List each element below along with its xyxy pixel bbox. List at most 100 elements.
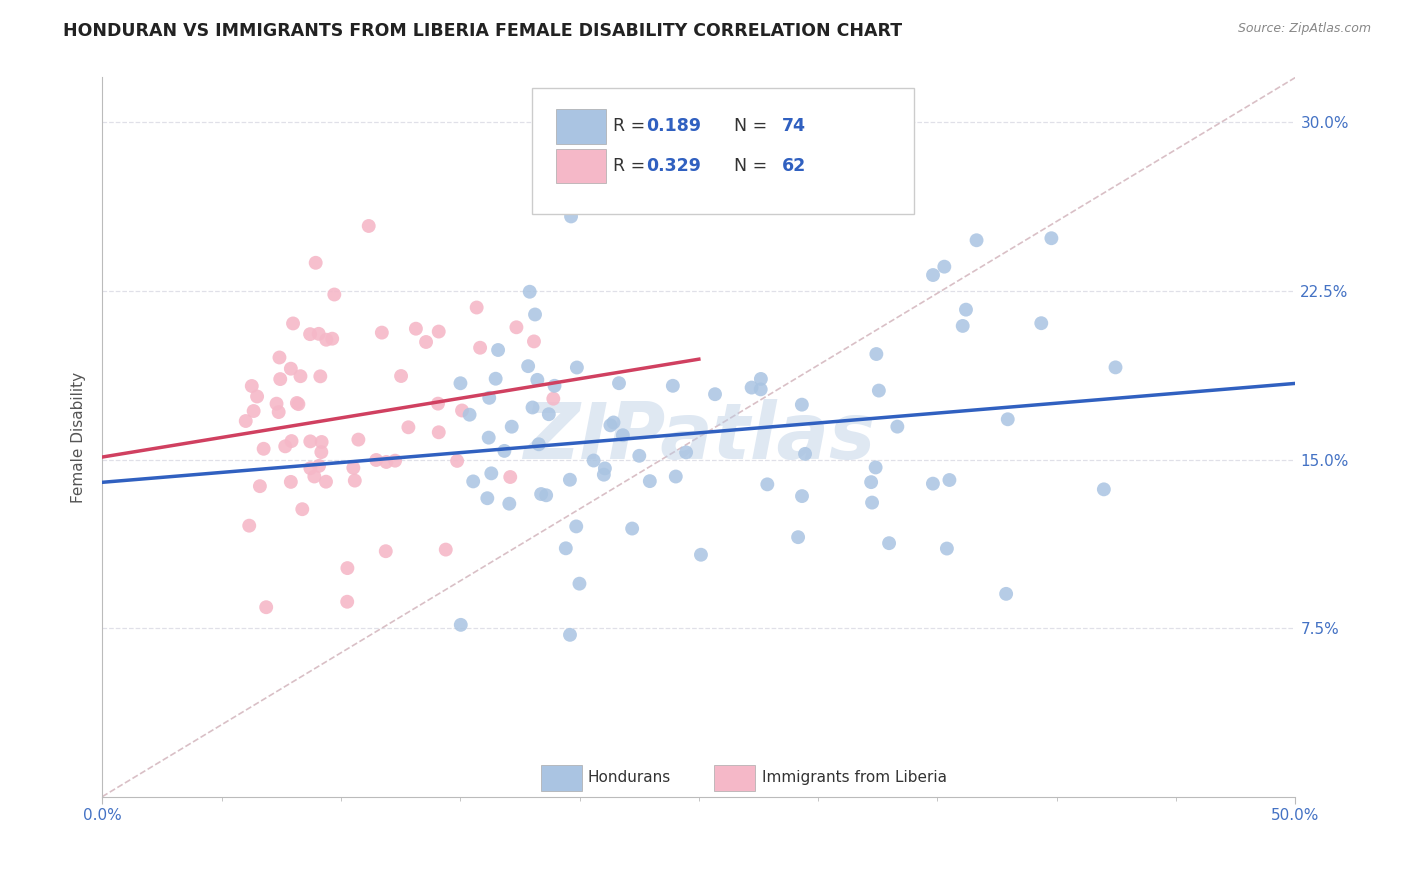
Point: [498, 497, 520, 511]
Point: [240, 379, 263, 393]
Point: [342, 460, 364, 475]
Point: [860, 475, 883, 490]
Point: [790, 489, 813, 503]
Point: [741, 381, 763, 395]
Point: [427, 325, 450, 339]
Point: [315, 333, 337, 347]
Text: HONDURAN VS IMMIGRANTS FROM LIBERIA FEMALE DISABILITY CORRELATION CHART: HONDURAN VS IMMIGRANTS FROM LIBERIA FEMA…: [63, 22, 903, 40]
Point: [389, 369, 412, 384]
Point: [955, 302, 977, 317]
Point: [274, 439, 297, 453]
Point: [607, 376, 630, 391]
FancyBboxPatch shape: [555, 149, 606, 183]
Point: [449, 376, 471, 391]
Point: [254, 600, 277, 615]
Point: [323, 287, 346, 301]
Point: [1040, 231, 1063, 245]
Point: [280, 361, 302, 376]
Point: [935, 541, 957, 556]
Point: [434, 542, 457, 557]
Point: [534, 488, 557, 502]
Point: [486, 343, 509, 357]
Text: ZIPatlas: ZIPatlas: [523, 399, 875, 475]
Point: [336, 595, 359, 609]
Point: [357, 219, 380, 233]
Point: [266, 397, 288, 411]
Point: [249, 479, 271, 493]
Point: [235, 414, 257, 428]
Point: [468, 341, 491, 355]
Point: [269, 372, 291, 386]
Point: [749, 372, 772, 386]
Point: [280, 434, 302, 448]
Point: [374, 544, 396, 558]
Point: [612, 428, 634, 442]
Point: [309, 369, 332, 384]
Text: 0.329: 0.329: [647, 157, 702, 175]
Point: [315, 475, 337, 489]
Text: Hondurans: Hondurans: [588, 771, 671, 786]
Point: [501, 419, 523, 434]
Point: [371, 326, 394, 340]
Text: N =: N =: [723, 157, 772, 175]
Point: [522, 401, 544, 415]
Point: [505, 320, 527, 334]
Point: [321, 332, 343, 346]
Point: [524, 308, 547, 322]
Point: [560, 210, 582, 224]
Text: R =: R =: [613, 157, 651, 175]
Point: [787, 530, 810, 544]
Point: [446, 454, 468, 468]
Point: [704, 387, 727, 401]
Point: [868, 384, 890, 398]
Point: [621, 522, 644, 536]
Point: [599, 418, 621, 433]
Point: [1031, 316, 1053, 330]
Point: [519, 285, 541, 299]
Point: [530, 487, 553, 501]
Point: [527, 437, 550, 451]
FancyBboxPatch shape: [555, 109, 606, 144]
Point: [267, 405, 290, 419]
Point: [287, 397, 309, 411]
Point: [756, 477, 779, 491]
Point: [543, 392, 565, 406]
Point: [290, 369, 312, 384]
Point: [1104, 360, 1126, 375]
Point: [308, 458, 330, 473]
Point: [638, 474, 661, 488]
Point: [269, 351, 291, 365]
Point: [375, 455, 398, 469]
Point: [558, 628, 581, 642]
Text: Source: ZipAtlas.com: Source: ZipAtlas.com: [1237, 22, 1371, 36]
Point: [602, 416, 624, 430]
Point: [415, 334, 437, 349]
Point: [427, 425, 450, 440]
Point: [465, 301, 488, 315]
Point: [523, 334, 546, 349]
Text: N =: N =: [723, 118, 772, 136]
Point: [478, 391, 501, 405]
Point: [499, 470, 522, 484]
Point: [865, 347, 887, 361]
Point: [299, 434, 322, 449]
Point: [543, 379, 565, 393]
Point: [662, 379, 685, 393]
Point: [582, 453, 605, 467]
Point: [934, 260, 956, 274]
Y-axis label: Female Disability: Female Disability: [72, 371, 86, 502]
FancyBboxPatch shape: [714, 765, 755, 791]
Point: [477, 491, 499, 506]
Point: [458, 408, 481, 422]
Point: [451, 403, 474, 417]
Point: [922, 268, 945, 282]
Point: [246, 389, 269, 403]
Point: [517, 359, 540, 373]
Point: [238, 518, 260, 533]
Point: [305, 256, 328, 270]
Point: [242, 404, 264, 418]
Point: [299, 461, 322, 475]
Point: [450, 618, 472, 632]
Point: [565, 519, 588, 533]
Point: [995, 587, 1018, 601]
